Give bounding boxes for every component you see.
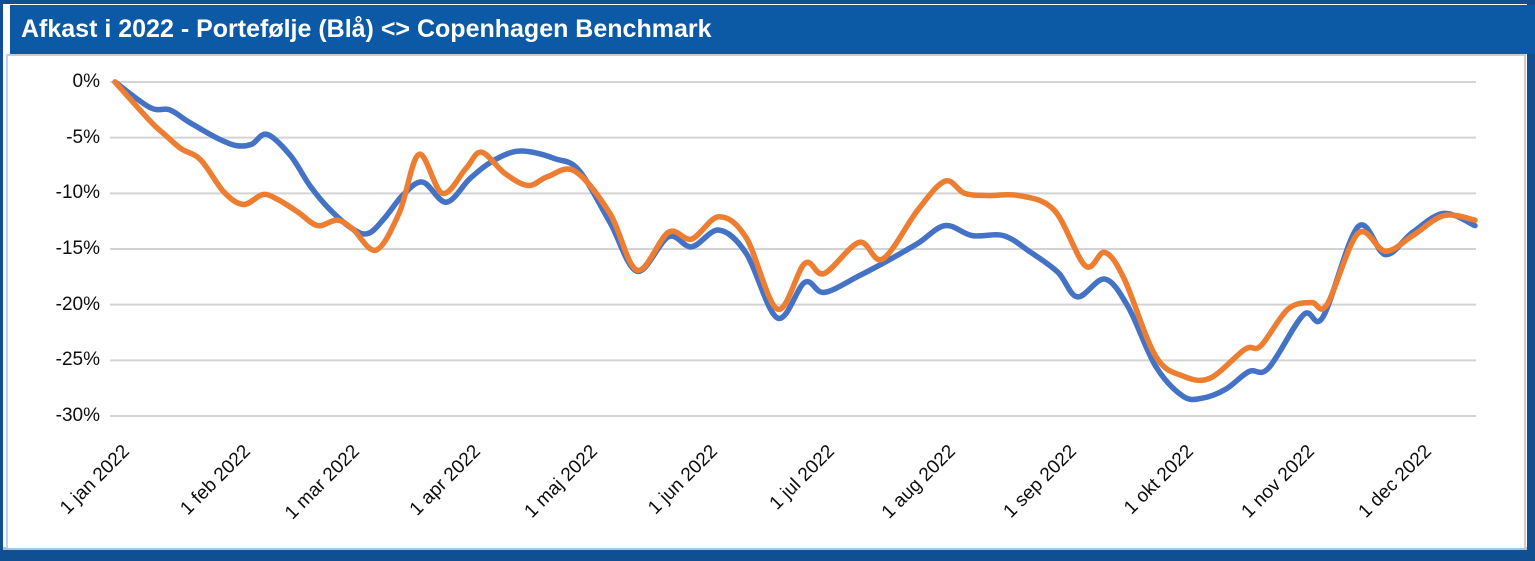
frame-bottom-border	[0, 550, 1535, 561]
y-axis-label: -15%	[55, 238, 100, 259]
y-axis-label: -30%	[55, 405, 100, 427]
y-axis-label: -5%	[66, 126, 100, 148]
frame-right-border	[1527, 0, 1535, 561]
frame-top-border	[0, 0, 1535, 4]
chart-title: Afkast i 2022 - Portefølje (Blå) <> Cope…	[21, 15, 712, 43]
y-axis-label: 0%	[72, 71, 100, 92]
frame-left-border	[0, 0, 3, 561]
y-axis-label: -25%	[55, 349, 100, 371]
frame-bottom-accent-line	[3, 547, 1527, 550]
y-axis-label: -20%	[55, 293, 100, 315]
chart-title-bar: Afkast i 2022 - Portefølje (Blå) <> Cope…	[10, 5, 1535, 54]
y-axis-label: -10%	[55, 182, 100, 204]
